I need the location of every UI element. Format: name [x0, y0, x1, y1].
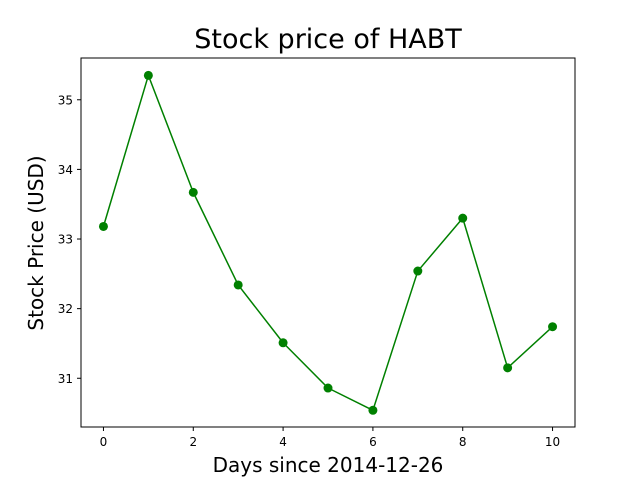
y-tick-label: 31 — [58, 372, 73, 386]
x-tick-label: 6 — [369, 435, 377, 449]
data-point-0-1 — [143, 70, 153, 80]
y-tick-label: 35 — [58, 93, 73, 107]
y-axis-label: Stock Price (USD) — [24, 155, 48, 330]
data-point-0-0 — [98, 221, 108, 231]
y-tick-label: 33 — [58, 233, 73, 247]
data-point-0-9 — [503, 363, 513, 373]
data-point-0-6 — [368, 405, 378, 415]
data-point-0-10 — [548, 322, 558, 332]
y-tick-label: 34 — [58, 163, 73, 177]
y-tick-label: 32 — [58, 302, 73, 316]
x-tick-label: 10 — [545, 435, 560, 449]
series-layer — [98, 70, 558, 415]
data-point-0-7 — [413, 266, 423, 276]
data-point-0-8 — [458, 213, 468, 223]
data-point-0-3 — [233, 280, 243, 290]
x-axis-label: Days since 2014-12-26 — [213, 453, 444, 477]
chart-title: Stock price of HABT — [194, 24, 462, 55]
plot-frame — [80, 57, 576, 428]
x-tick-label: 2 — [189, 435, 197, 449]
data-point-0-2 — [188, 187, 198, 197]
data-point-0-4 — [278, 338, 288, 348]
data-point-0-5 — [323, 383, 333, 393]
plot-area — [80, 57, 576, 428]
x-tick-label: 4 — [279, 435, 287, 449]
x-tick-label: 0 — [100, 435, 108, 449]
axes-layer: 0 2 4 6 8 10 31 32 33 34 35 — [58, 93, 560, 449]
x-tick-label: 8 — [459, 435, 467, 449]
